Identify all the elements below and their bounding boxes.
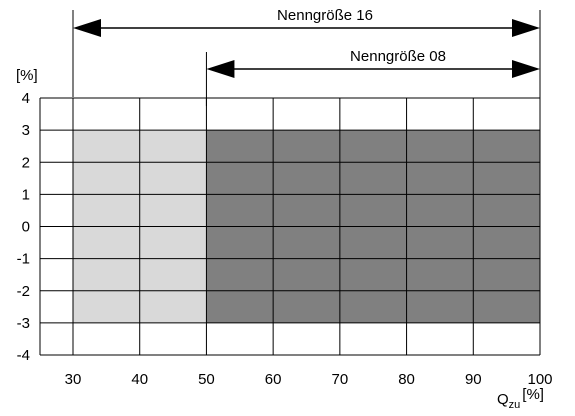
y-tick-4: 4 [22,90,30,107]
y-tick--3: -3 [17,315,30,332]
x-tick-90: 90 [465,371,482,388]
x-tick-80: 80 [398,371,415,388]
y-tick--1: -1 [17,251,30,268]
y-tick-2: 2 [22,154,30,171]
range-0: Nenngröße 16 [72,7,541,97]
range-0-arrow-right [512,19,540,37]
y-tick--2: -2 [17,283,30,300]
x-tick-30: 30 [65,371,82,388]
range-1: Nenngröße 08 [205,48,541,106]
range-1-arrow-left [206,60,235,78]
range-1-label: Nenngröße 08 [350,48,446,65]
grid [39,97,541,356]
x-tick-70: 70 [332,371,349,388]
x-axis-label-sub: zu [509,399,521,411]
range-1-arrow-right [512,60,540,78]
x-tick-60: 60 [265,371,282,388]
x-axis-label: Qzu[%] [497,386,544,411]
range-0-arrow-left [73,19,101,37]
y-tick-3: 3 [22,122,30,139]
x-tick-40: 40 [131,371,148,388]
x-axis-label-unit: [%] [522,386,544,403]
y-tick--4: -4 [17,347,30,364]
y-tick-1: 1 [22,186,30,203]
x-tick-100: 100 [527,371,552,388]
x-tick-50: 50 [198,371,215,388]
y-tick-labels: 4 3 2 1 0 -1 -2 -3 -4 [17,90,30,364]
y-tick-0: 0 [22,219,30,236]
range-annotations: Nenngröße 16 Nenngröße 08 [72,7,541,106]
x-axis-label-main: Q [497,391,509,408]
y-unit-label: [%] [16,67,38,84]
range-0-label: Nenngröße 16 [277,7,373,24]
x-tick-labels: 30 40 50 60 70 80 90 100 [65,371,553,388]
